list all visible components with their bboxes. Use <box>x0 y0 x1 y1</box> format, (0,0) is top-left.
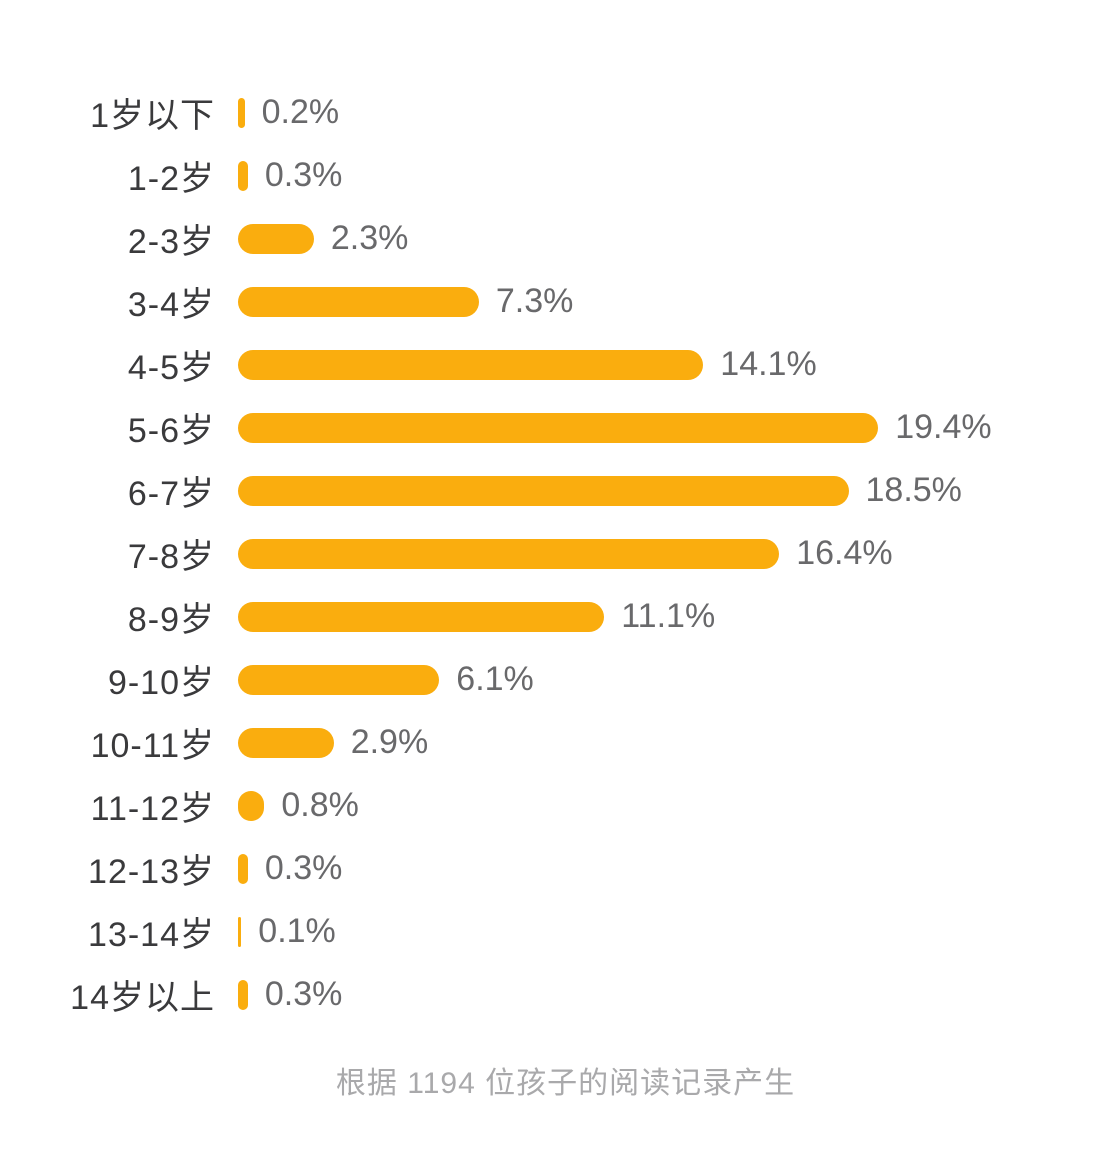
bar-row: 14岁以上 0.3% <box>30 963 1101 1026</box>
bar-row: 8-9岁 11.1% <box>30 585 1101 648</box>
bar <box>238 979 248 1010</box>
bar-area: 7.3% <box>238 282 573 321</box>
value-label: 0.3% <box>264 975 343 1013</box>
category-label: 1岁以下 <box>90 97 215 135</box>
bar-rows: 1岁以下 0.2% 1-2岁 0.3% 2-3岁 2.3% 3-4岁 7.3% 4-5岁 14.1… <box>30 81 1101 1026</box>
bar-area: 2.9% <box>238 723 428 762</box>
value-label: 19.4% <box>895 408 992 446</box>
bar-area: 6.1% <box>238 660 534 699</box>
bar-row: 11-12岁 0.8% <box>30 774 1101 837</box>
category-label: 9-10岁 <box>107 664 215 702</box>
value-label: 14.1% <box>720 345 817 383</box>
value-label: 16.4% <box>796 534 893 572</box>
category-label: 4-5岁 <box>127 349 215 387</box>
bar-row: 4-5岁 14.1% <box>30 333 1101 396</box>
bar-area: 2.3% <box>238 219 408 258</box>
bar-row: 7-8岁 16.4% <box>30 522 1101 585</box>
category-label: 8-9岁 <box>127 601 215 639</box>
bar-area: 0.3% <box>238 849 342 888</box>
bar-area: 0.8% <box>238 786 359 825</box>
bar-area: 0.2% <box>238 93 339 132</box>
bar <box>238 916 242 947</box>
bar-area: 0.3% <box>238 975 342 1014</box>
category-label: 10-11岁 <box>90 727 215 765</box>
bar <box>238 223 314 254</box>
bar <box>238 601 605 632</box>
value-label: 7.3% <box>495 282 574 320</box>
bar-row: 3-4岁 7.3% <box>30 270 1101 333</box>
bar <box>238 97 245 128</box>
category-label: 2-3岁 <box>127 223 215 261</box>
bar-area: 16.4% <box>238 534 893 573</box>
chart-footnote: 根据 1194 位孩子的阅读记录产生 <box>335 1067 796 1100</box>
bar <box>238 160 248 191</box>
value-label: 0.3% <box>264 849 343 887</box>
bar-row: 9-10岁 6.1% <box>30 648 1101 711</box>
bar <box>238 349 704 380</box>
bar-row: 1岁以下 0.2% <box>30 81 1101 144</box>
category-label: 7-8岁 <box>127 538 215 576</box>
value-label: 2.3% <box>330 219 409 257</box>
value-label: 0.3% <box>264 156 343 194</box>
category-label: 13-14岁 <box>88 916 215 954</box>
bar <box>238 790 265 821</box>
bar <box>238 538 780 569</box>
bar-area: 18.5% <box>238 471 962 510</box>
value-label: 6.1% <box>456 660 534 698</box>
value-label: 11.1% <box>621 597 716 635</box>
bar-row: 10-11岁 2.9% <box>30 711 1101 774</box>
category-label: 3-4岁 <box>127 286 215 324</box>
category-label: 1-2岁 <box>127 160 215 198</box>
bar-row: 1-2岁 0.3% <box>30 144 1101 207</box>
bar-row: 5-6岁 19.4% <box>30 396 1101 459</box>
bar <box>238 664 440 695</box>
bar-area: 14.1% <box>238 345 817 384</box>
value-label: 0.2% <box>261 93 340 131</box>
value-label: 0.8% <box>281 786 359 824</box>
bar <box>238 475 849 506</box>
age-distribution-bar-chart: 1岁以下 0.2% 1-2岁 0.3% 2-3岁 2.3% 3-4岁 7.3% 4-5岁 14.1… <box>30 81 1101 1100</box>
category-label: 6-7岁 <box>127 475 215 513</box>
bar-area: 19.4% <box>238 408 992 447</box>
bar-area: 11.1% <box>238 597 715 636</box>
value-label: 2.9% <box>350 723 429 761</box>
bar-row: 13-14岁 0.1% <box>30 900 1101 963</box>
bar <box>238 853 248 884</box>
bar <box>238 727 334 758</box>
value-label: 0.1% <box>258 912 336 950</box>
category-label: 12-13岁 <box>88 853 215 891</box>
bar <box>238 286 479 317</box>
bar <box>238 412 879 443</box>
value-label: 18.5% <box>865 471 962 509</box>
bar-area: 0.1% <box>238 912 336 951</box>
bar-row: 6-7岁 18.5% <box>30 459 1101 522</box>
category-label: 14岁以上 <box>70 979 215 1017</box>
bar-row: 2-3岁 2.3% <box>30 207 1101 270</box>
category-label: 11-12岁 <box>90 790 215 828</box>
category-label: 5-6岁 <box>127 412 215 450</box>
bar-area: 0.3% <box>238 156 342 195</box>
bar-row: 12-13岁 0.3% <box>30 837 1101 900</box>
